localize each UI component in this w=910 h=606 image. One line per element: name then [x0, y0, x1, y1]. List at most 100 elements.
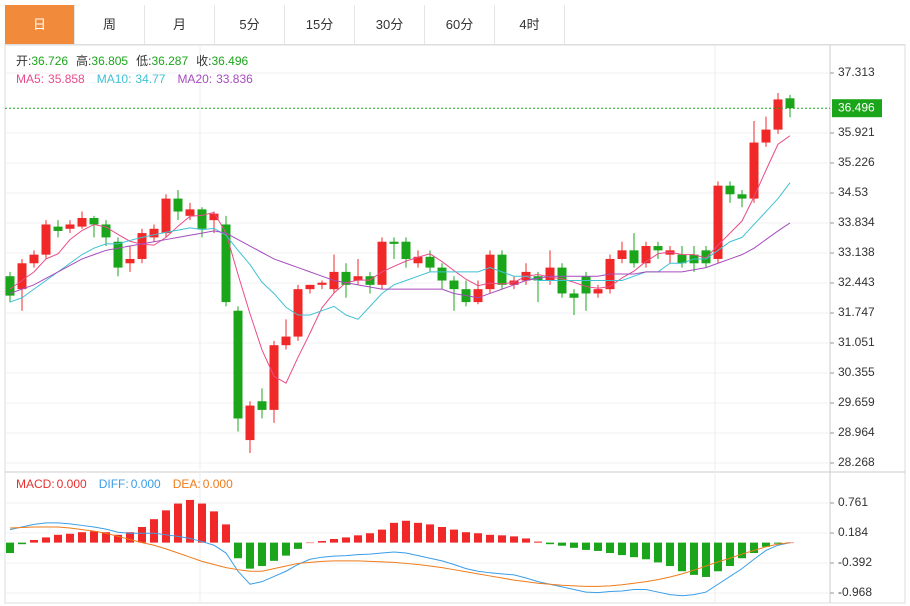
period-tab[interactable]: 5分	[215, 5, 285, 44]
y-tick-label: 31.051	[838, 335, 875, 349]
macd-legend-value: 0.000	[203, 477, 233, 491]
macd-bar	[462, 532, 470, 543]
macd-bar	[330, 538, 338, 543]
y-tick-label: 33.834	[838, 215, 875, 229]
macd-bar	[750, 542, 758, 554]
macd-bar	[30, 540, 38, 543]
macd-bar	[642, 542, 650, 560]
candle-body	[377, 241, 387, 285]
macd-legend-name: DIFF:	[99, 477, 129, 491]
period-tab[interactable]: 日	[5, 5, 75, 44]
ma-line	[9, 222, 791, 299]
macd-bar	[198, 503, 206, 543]
candle-body	[581, 276, 591, 294]
candle-body	[761, 129, 771, 143]
macd-bar	[378, 529, 386, 543]
candle-body	[65, 224, 75, 229]
macd-line	[9, 522, 791, 597]
macd-bar	[582, 542, 590, 550]
last-price-box	[832, 99, 882, 118]
candle-body	[185, 209, 195, 216]
candle-body	[197, 209, 207, 229]
period-tab[interactable]: 15分	[285, 5, 355, 44]
y-tick-label: 32.443	[838, 275, 875, 289]
candle-body	[305, 284, 315, 290]
info-value: 36.496	[211, 54, 248, 68]
macd-bar	[678, 542, 686, 572]
candle-body	[473, 289, 483, 303]
macd-bar	[402, 520, 410, 543]
candle-body	[389, 241, 399, 244]
macd-bar	[42, 537, 50, 543]
info-label: 开:	[16, 54, 31, 68]
macd-bar	[18, 542, 26, 545]
macd-legend-name: DEA:	[173, 477, 201, 491]
candle-body	[713, 185, 723, 259]
macd-legend-name: MACD:	[16, 477, 55, 491]
period-tab[interactable]: 60分	[425, 5, 495, 44]
macd-bar	[426, 524, 434, 543]
macd-bar	[282, 542, 290, 556]
ma-legend-value: 33.836	[216, 72, 253, 86]
y-tick-label: -0.968	[838, 585, 872, 599]
candle-body	[785, 98, 795, 109]
macd-bar	[174, 503, 182, 543]
candle-body	[17, 263, 27, 290]
candle-body	[569, 293, 579, 298]
candle-body	[269, 345, 279, 410]
info-value: 36.287	[151, 54, 188, 68]
candle-body	[545, 267, 555, 281]
macd-bar	[90, 531, 98, 543]
macd-bar	[522, 538, 530, 543]
macd-line	[9, 526, 791, 587]
macd-bar	[138, 527, 146, 543]
candle-body	[77, 218, 87, 227]
candle-body	[653, 246, 663, 251]
macd-bar	[222, 524, 230, 543]
period-tab[interactable]: 月	[145, 5, 215, 44]
ma-legend-name: MA10:	[97, 72, 132, 86]
candle-body	[89, 218, 99, 225]
macd-bar	[234, 542, 242, 559]
period-tab[interactable]: 4时	[495, 5, 565, 44]
candle-body	[209, 213, 219, 221]
macd-bar	[78, 532, 86, 543]
macd-bar	[498, 535, 506, 543]
y-tick-label: 29.659	[838, 395, 875, 409]
candle-body	[125, 258, 135, 264]
info-label: 高:	[76, 53, 91, 68]
candle-body	[137, 233, 147, 259]
macd-bar	[606, 542, 614, 554]
macd-bar	[570, 542, 578, 548]
candle-body	[449, 280, 459, 290]
y-tick-label: 33.138	[838, 245, 875, 259]
macd-bar	[150, 519, 158, 543]
candle-body	[113, 241, 123, 268]
macd-bar	[690, 542, 698, 575]
macd-bar	[618, 542, 626, 556]
macd-bar	[558, 542, 566, 546]
macd-bar	[114, 534, 122, 543]
macd-bar	[258, 542, 266, 567]
candle-body	[497, 254, 507, 285]
candle-body	[29, 254, 39, 264]
macd-bar	[726, 542, 734, 567]
y-tick-label: 0.184	[838, 525, 868, 539]
macd-bar	[438, 527, 446, 543]
candle-body	[341, 271, 351, 285]
candle-body	[317, 282, 327, 285]
macd-bar	[6, 542, 14, 554]
candle-body	[425, 256, 435, 268]
info-label: 低:	[136, 54, 151, 68]
period-tab[interactable]: 周	[75, 5, 145, 44]
ma-legend-name: MA5:	[16, 72, 44, 86]
macd-bar	[342, 537, 350, 543]
ma-legend-name: MA20:	[177, 72, 212, 86]
macd-bar	[702, 542, 710, 577]
candle-body	[413, 256, 423, 264]
candle-body	[593, 289, 603, 294]
period-tab[interactable]: 30分	[355, 5, 425, 44]
candle-body	[53, 226, 63, 231]
macd-bar	[354, 535, 362, 543]
